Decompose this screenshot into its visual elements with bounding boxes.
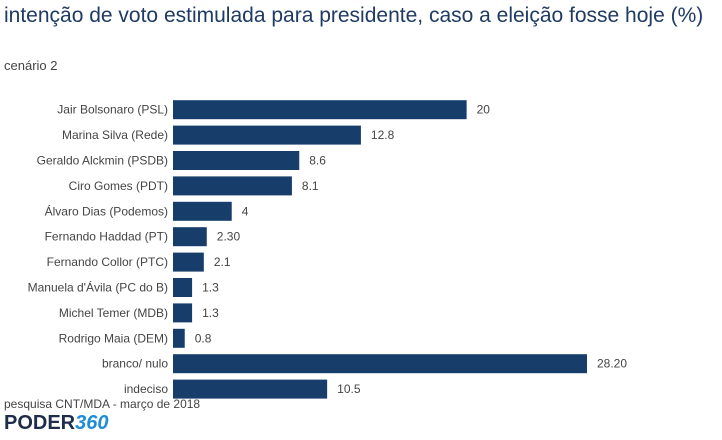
- category-label: Rodrigo Maia (DEM): [59, 331, 168, 345]
- chart-title: intenção de voto estimulada para preside…: [4, 4, 704, 27]
- category-label: Álvaro Dias (Podemos): [45, 203, 168, 218]
- bar: [173, 278, 193, 297]
- bar: [173, 303, 193, 323]
- value-label: 8.6: [309, 154, 326, 168]
- bar: [173, 252, 204, 272]
- bar: [173, 151, 300, 170]
- bar-chart: Jair Bolsonaro (PSL) 20 Marina Silva (Rede…: [28, 100, 627, 399]
- value-label: 4: [242, 204, 249, 218]
- value-label: 1.3: [202, 281, 219, 295]
- bar: [173, 328, 185, 348]
- logo-part-1: PODER: [4, 412, 76, 434]
- bar: [173, 379, 328, 399]
- bar: [173, 227, 207, 247]
- value-label: 2.1: [214, 255, 231, 269]
- value-label: 12.8: [371, 128, 395, 142]
- bar: [173, 100, 467, 120]
- poder360-logo: PODER360: [4, 412, 109, 435]
- value-label: 28.20: [597, 357, 627, 371]
- value-label: 8.1: [302, 179, 319, 193]
- chart-subtitle: cenário 2: [4, 58, 58, 73]
- category-label: Jair Bolsonaro (PSL): [57, 103, 168, 117]
- category-label: Ciro Gomes (PDT): [69, 179, 168, 193]
- category-label: Marina Silva (Rede): [62, 128, 168, 142]
- value-label: 10.5: [337, 382, 361, 396]
- category-label: Geraldo Alckmin (PSDB): [37, 154, 168, 168]
- source-note: pesquisa CNT/MDA - março de 2018: [4, 397, 201, 411]
- bar: [173, 125, 361, 145]
- value-label: 20: [477, 103, 491, 117]
- category-label: Michel Temer (MDB): [59, 306, 168, 320]
- category-label: Manuela d'Ávila (PC do B): [28, 280, 168, 295]
- bar: [173, 176, 292, 196]
- category-label: Fernando Collor (PTC): [47, 255, 168, 269]
- value-label: 2.30: [217, 230, 241, 244]
- category-label: branco/ nulo: [102, 357, 168, 371]
- category-label: Fernando Haddad (PT): [45, 230, 168, 244]
- value-label: 1.3: [202, 306, 219, 320]
- logo-part-2: 360: [75, 412, 109, 434]
- category-label: indeciso: [124, 382, 168, 396]
- bar: [173, 201, 232, 221]
- bar: [173, 354, 587, 374]
- value-label: 0.8: [195, 331, 212, 345]
